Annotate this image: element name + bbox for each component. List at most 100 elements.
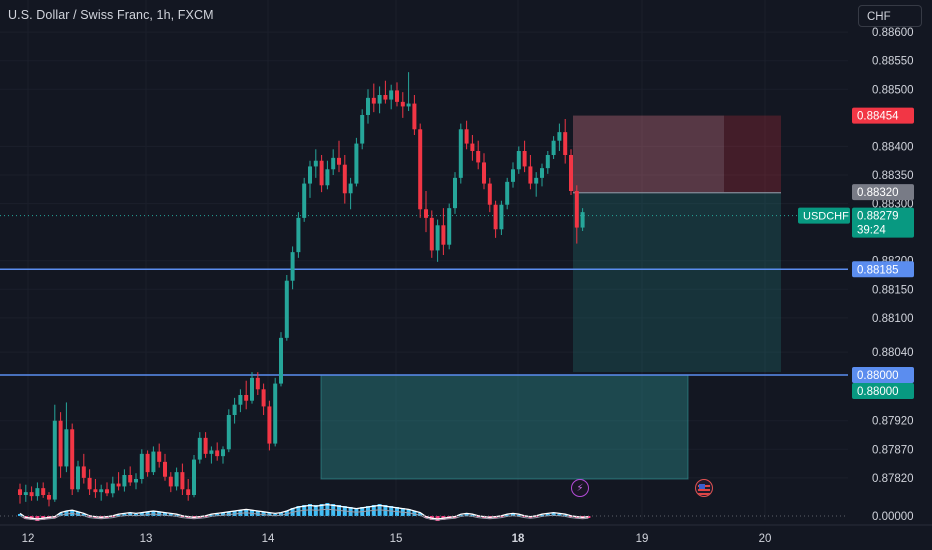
candle-body[interactable] — [58, 420, 63, 467]
candle-body[interactable] — [487, 183, 492, 205]
candle-body[interactable] — [192, 459, 196, 495]
take-profit-zone[interactable] — [573, 192, 781, 373]
us-flag-icon[interactable] — [695, 479, 713, 497]
candle-body[interactable] — [342, 164, 347, 194]
candle-body[interactable] — [261, 389, 266, 407]
candle-body[interactable] — [23, 492, 28, 495]
candle-body[interactable] — [511, 169, 515, 182]
candle-body[interactable] — [134, 479, 138, 483]
candle-body[interactable] — [250, 377, 254, 401]
candle-body[interactable] — [534, 177, 539, 184]
candle-body[interactable] — [232, 404, 237, 415]
candle-body[interactable] — [319, 160, 324, 186]
candle-body[interactable] — [574, 191, 579, 228]
candle-body[interactable] — [284, 280, 289, 338]
candle-body[interactable] — [151, 451, 156, 473]
candle-body[interactable] — [377, 95, 382, 104]
candle-body[interactable] — [128, 475, 133, 483]
candle-body[interactable] — [563, 132, 568, 155]
demand-zone[interactable] — [320, 374, 689, 480]
candle-body[interactable] — [279, 337, 283, 384]
candle-body[interactable] — [267, 406, 272, 444]
candle-body[interactable] — [29, 492, 34, 497]
candle-body[interactable] — [273, 383, 278, 444]
candle-body[interactable] — [400, 101, 405, 107]
candle-body[interactable] — [174, 472, 179, 487]
candle-body[interactable] — [64, 429, 69, 467]
candle-body[interactable] — [244, 395, 249, 401]
candle-body[interactable] — [145, 453, 150, 473]
candle-body[interactable] — [168, 476, 173, 487]
candle-body[interactable] — [209, 450, 214, 454]
candle-body[interactable] — [35, 488, 40, 497]
candle-body[interactable] — [163, 461, 167, 477]
candle-body[interactable] — [447, 208, 452, 245]
candle-body[interactable] — [458, 129, 463, 178]
candle-body[interactable] — [528, 166, 533, 184]
candle-body[interactable] — [226, 415, 231, 450]
candle-body[interactable] — [441, 225, 446, 245]
candle-body[interactable] — [290, 252, 295, 281]
candle-body[interactable] — [331, 157, 336, 170]
candle-body[interactable] — [76, 466, 80, 490]
candle-body[interactable] — [157, 451, 162, 462]
candle-body[interactable] — [360, 115, 365, 144]
candle-body[interactable] — [493, 204, 498, 230]
candle-body[interactable] — [296, 217, 301, 253]
candle-body[interactable] — [47, 495, 51, 500]
candle-body[interactable] — [255, 377, 260, 390]
candle-body[interactable] — [464, 129, 469, 144]
candle-body[interactable] — [418, 129, 423, 210]
candle-body[interactable] — [348, 183, 353, 194]
candle-body[interactable] — [505, 181, 510, 205]
candle-body[interactable] — [470, 143, 475, 151]
candle-body[interactable] — [308, 166, 312, 184]
candle-body[interactable] — [482, 162, 486, 184]
candle-body[interactable] — [93, 489, 98, 493]
candle-body[interactable] — [87, 477, 92, 490]
candle-body[interactable] — [18, 489, 22, 495]
candle-body[interactable] — [545, 155, 550, 169]
candle-body[interactable] — [41, 488, 46, 495]
candle-body[interactable] — [389, 90, 394, 100]
candle-body[interactable] — [522, 151, 527, 167]
candle-body[interactable] — [110, 483, 115, 494]
candle-body[interactable] — [70, 429, 75, 490]
candle-body[interactable] — [435, 225, 440, 251]
candle-body[interactable] — [395, 90, 399, 102]
candle-body[interactable] — [453, 177, 457, 209]
candle-body[interactable] — [406, 103, 411, 107]
candle-body[interactable] — [337, 157, 341, 165]
candle-body[interactable] — [551, 140, 556, 155]
candle-body[interactable] — [424, 209, 428, 218]
candle-body[interactable] — [238, 395, 243, 405]
candle-body[interactable] — [52, 420, 57, 500]
candle-body[interactable] — [99, 489, 104, 493]
candle-body[interactable] — [221, 449, 225, 457]
candle-body[interactable] — [302, 183, 307, 218]
candle-body[interactable] — [325, 169, 330, 186]
candle-body[interactable] — [139, 453, 144, 479]
candle-body[interactable] — [197, 437, 202, 460]
candle-body[interactable] — [476, 151, 481, 163]
candle-body[interactable] — [122, 475, 127, 487]
candle-body[interactable] — [429, 217, 434, 251]
candle-body[interactable] — [569, 155, 573, 191]
lightning-icon[interactable]: ⚡ — [571, 479, 589, 497]
candle-body[interactable] — [516, 151, 521, 170]
candle-body[interactable] — [81, 466, 86, 478]
candle-body[interactable] — [186, 489, 191, 495]
candle-body[interactable] — [116, 483, 121, 487]
candle-body[interactable] — [180, 472, 185, 490]
candle-body[interactable] — [354, 143, 359, 184]
currency-button[interactable]: CHF — [858, 5, 922, 27]
candle-body[interactable] — [383, 95, 388, 100]
candle-body[interactable] — [105, 489, 109, 494]
candle-body[interactable] — [499, 204, 504, 230]
candle-body[interactable] — [540, 168, 544, 178]
candle-body[interactable] — [366, 97, 370, 115]
candle-body[interactable] — [412, 103, 417, 130]
candle-body[interactable] — [203, 437, 208, 454]
candle-body[interactable] — [580, 212, 585, 228]
